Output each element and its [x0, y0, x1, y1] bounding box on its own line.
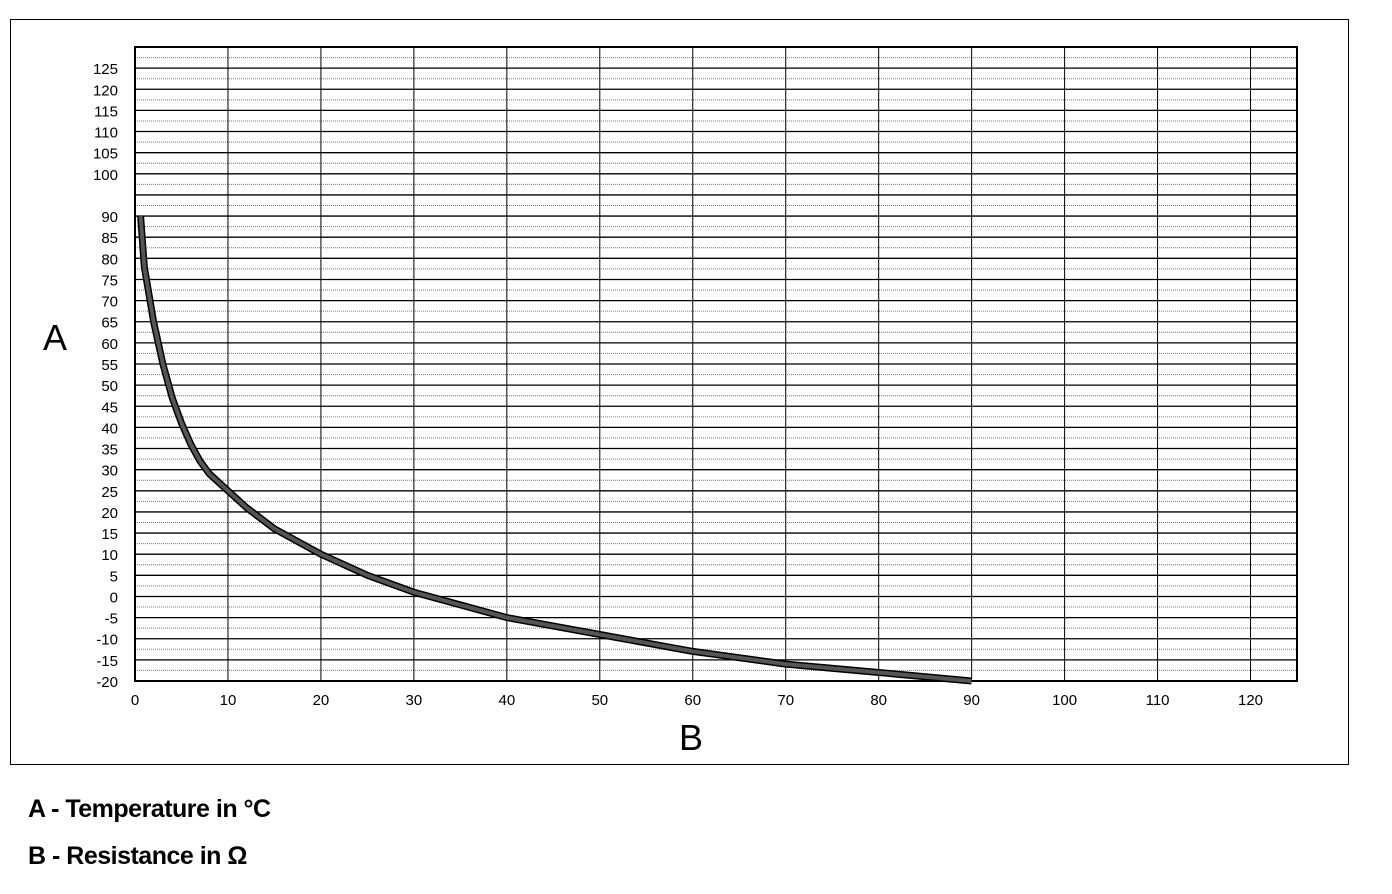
series-line — [138, 215, 972, 683]
y-tick-label: 25 — [101, 484, 118, 501]
plot-border — [134, 46, 1298, 682]
y-tick-label: 15 — [101, 526, 118, 543]
y-tick-label: 100 — [93, 167, 118, 184]
y-tick-label: 60 — [101, 336, 118, 353]
y-tick-label: 50 — [101, 378, 118, 395]
y-tick-label: 110 — [94, 125, 118, 142]
legend-a-text: A - Temperature in °C — [28, 795, 271, 823]
x-tick-label: 50 — [591, 692, 608, 709]
x-tick-label: 10 — [220, 692, 237, 709]
y-tick-label: 115 — [94, 103, 118, 120]
x-tick-label: 40 — [498, 692, 515, 709]
x-tick-label: 110 — [1146, 692, 1170, 709]
x-tick-label: 30 — [406, 692, 423, 709]
y-axis-title: A — [43, 317, 67, 358]
x-tick-label: 90 — [963, 692, 980, 709]
y-tick-label: 85 — [101, 230, 118, 247]
x-tick-label: 0 — [131, 692, 139, 709]
y-tick-label: -5 — [105, 611, 118, 628]
y-tick-label: 105 — [93, 146, 118, 163]
y-tick-label: 30 — [101, 463, 118, 480]
chart-frame: -20 -15 -10 -5 0 5 10 15 20 25 30 35 40 45 50 55 60 65 70 7… — [10, 19, 1349, 765]
x-tick-label: 120 — [1238, 692, 1263, 709]
y-tick-label: 55 — [101, 357, 118, 374]
y-tick-label: -10 — [96, 632, 118, 649]
y-tick-label: 20 — [101, 505, 118, 522]
y-tick-label: 70 — [101, 294, 118, 311]
y-tick-label: 125 — [93, 61, 118, 78]
y-tick-label: 75 — [101, 272, 118, 289]
y-tick-label: 10 — [101, 547, 118, 564]
y-tick-label: 0 — [110, 589, 118, 606]
x-tick-label: 100 — [1052, 692, 1077, 709]
y-tick-label: 5 — [110, 568, 118, 585]
y-tick-label: 90 — [101, 209, 118, 226]
y-tick-label: 80 — [101, 251, 118, 268]
y-tick-label: -15 — [96, 653, 118, 670]
x-tick-label: 80 — [870, 692, 887, 709]
y-tick-label: 120 — [93, 82, 118, 99]
x-axis-title: B — [679, 717, 703, 758]
y-tick-label: 35 — [101, 442, 118, 459]
y-tick-label: 40 — [101, 420, 118, 437]
x-tick-label: 20 — [313, 692, 330, 709]
y-tick-label: 45 — [101, 399, 118, 416]
x-tick-label: 70 — [777, 692, 794, 709]
legend-b-text: B - Resistance in Ω — [28, 842, 247, 870]
y-tick-label: -20 — [96, 674, 118, 691]
x-tick-label: 60 — [684, 692, 701, 709]
chart-canvas: -20 -15 -10 -5 0 5 10 15 20 25 30 35 40 45 50 55 60 65 70 7… — [43, 46, 1298, 758]
y-tick-label: 65 — [101, 315, 118, 332]
